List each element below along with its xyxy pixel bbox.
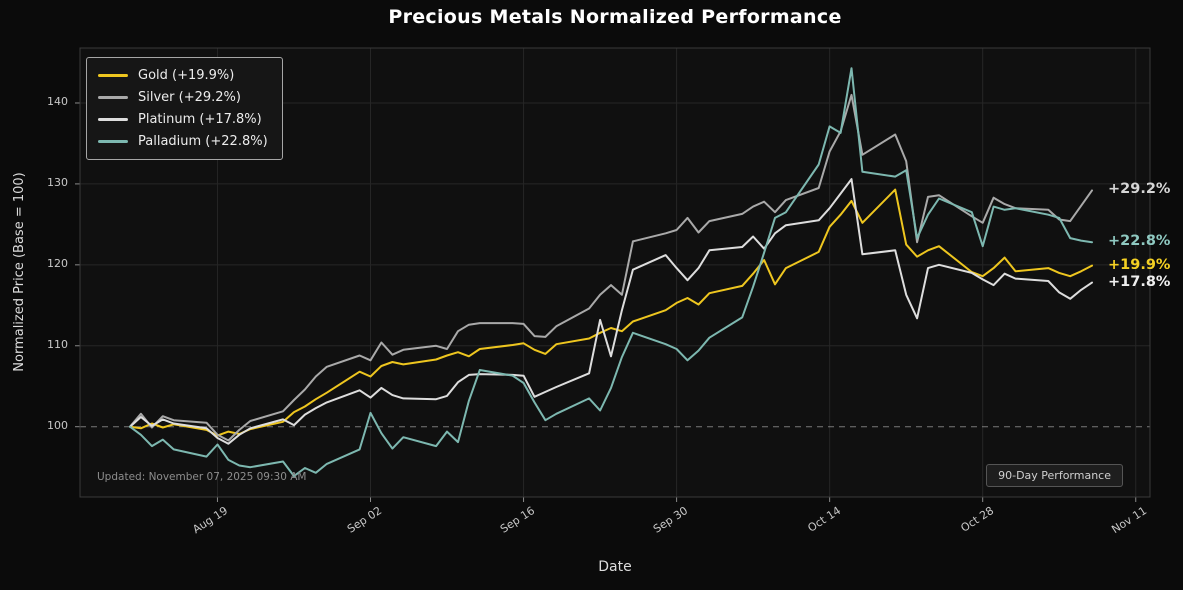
platinum-line-swatch [98, 117, 128, 122]
silver-line-swatch [98, 95, 128, 100]
line-silver [129, 93, 1093, 442]
legend-item-palladium: Palladium (+22.8%) [98, 133, 268, 150]
legend-label-palladium: Palladium (+22.8%) [138, 134, 268, 149]
y-tick-130: 130 [47, 175, 68, 189]
legend-label-silver: Silver (+29.2%) [138, 90, 241, 105]
annotation-palladium-pct: +22.8% [1108, 233, 1171, 250]
legend-item-platinum: Platinum (+17.8%) [98, 111, 268, 128]
legend-item-silver: Silver (+29.2%) [98, 89, 268, 106]
legend-label-platinum: Platinum (+17.8%) [138, 112, 262, 127]
legend-item-gold: Gold (+19.9%) [98, 67, 268, 84]
y-tick-100: 100 [47, 418, 68, 432]
y-tick-120: 120 [47, 256, 68, 270]
line-palladium [129, 67, 1093, 478]
x-axis-label: Date [598, 559, 632, 575]
y-tick-140: 140 [47, 94, 68, 108]
legend: Gold (+19.9%) Silver (+29.2%) Platinum (… [86, 57, 283, 160]
performance-period-badge: 90-Day Performance [986, 464, 1123, 487]
annotation-gold-pct: +19.9% [1108, 256, 1171, 273]
updated-timestamp: Updated: November 07, 2025 09:30 AM [97, 471, 307, 483]
line-gold [129, 188, 1093, 437]
y-tick-110: 110 [47, 337, 68, 351]
legend-label-gold: Gold (+19.9%) [138, 68, 235, 83]
line-platinum [129, 178, 1093, 445]
chart-title: Precious Metals Normalized Performance [388, 6, 842, 28]
annotation-silver-pct: +29.2% [1108, 181, 1171, 198]
palladium-line-swatch [98, 139, 128, 144]
plot-frame [79, 47, 1151, 498]
gold-line-swatch [98, 73, 128, 78]
annotation-platinum-pct: +17.8% [1108, 273, 1171, 290]
